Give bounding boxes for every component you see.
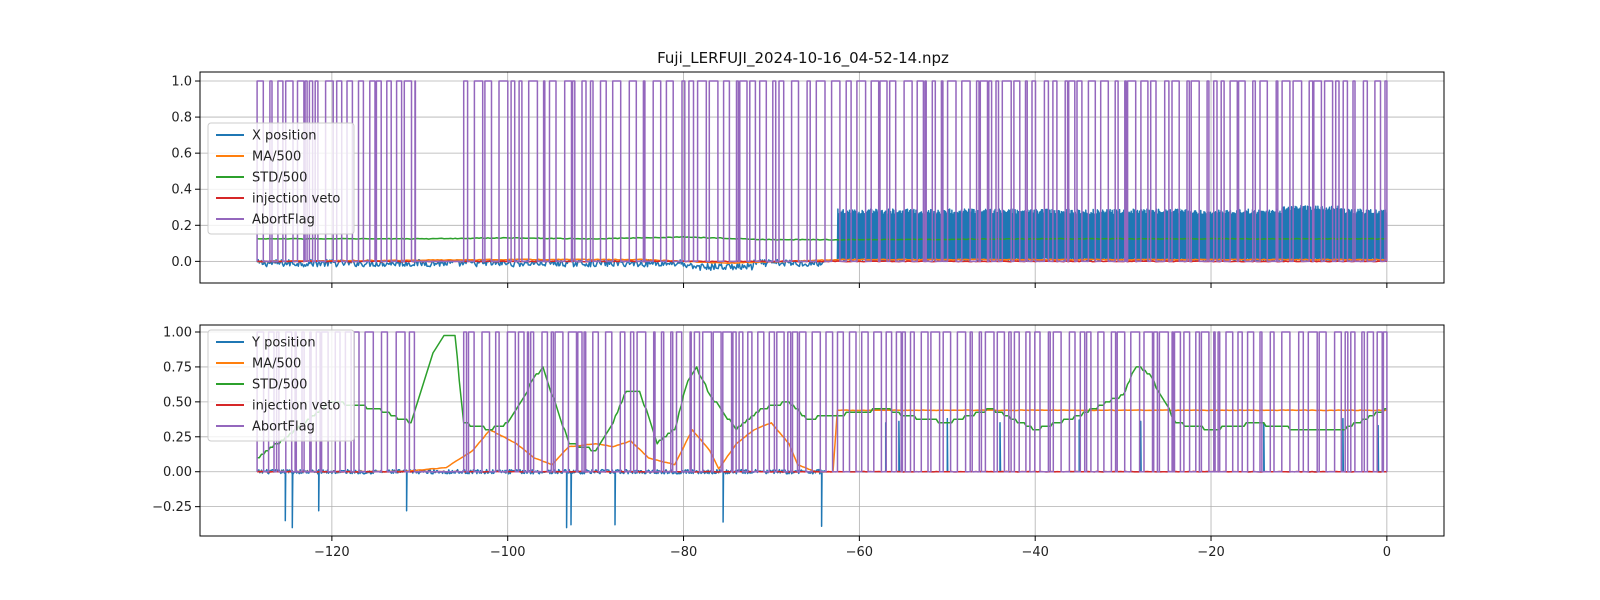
x-tick-label: −20 — [1197, 545, 1224, 560]
x-tick-label: −100 — [490, 545, 526, 560]
x-tick-label: −80 — [670, 545, 697, 560]
y-tick-label: 0.4 — [171, 183, 192, 198]
y-tick-label: 1.00 — [163, 325, 192, 340]
x-tick-label: −120 — [314, 545, 350, 560]
y-tick-label: 0.0 — [171, 255, 192, 270]
x-tick-label: −60 — [846, 545, 873, 560]
axes-frame — [199, 324, 1445, 537]
y-tick-label: 1.0 — [171, 75, 192, 90]
series-abortflag-line — [256, 331, 1388, 473]
y-tick-label: 0.75 — [163, 360, 192, 375]
legend-box — [207, 329, 355, 442]
y-tick-label: 0.00 — [163, 465, 192, 480]
legend: X position MA/500 STD/500 injection veto Abo… — [207, 122, 355, 235]
x-tick-label: 0 — [1383, 545, 1391, 560]
series-std-500-line — [257, 334, 1387, 459]
legend-entry-label: AbortFlag — [252, 420, 315, 435]
plot-area — [256, 331, 1388, 529]
legend-entry-label: STD/500 — [252, 171, 307, 186]
y-tick-label: 0.8 — [171, 111, 192, 126]
chart-title: Fuji_LERFUJI_2024-10-16_04-52-14.npz — [657, 49, 949, 68]
series-abortflag-line — [256, 80, 1388, 263]
y-tick-label: −0.25 — [152, 500, 192, 515]
legend-entry-label: STD/500 — [252, 378, 307, 393]
top-panel-x-position: 0.0 0.2 0.4 0.6 0.8 1.0 X position MA/500 STD/50… — [171, 71, 1445, 288]
axes-frame — [199, 71, 1445, 284]
legend-entry-label: injection veto — [252, 399, 340, 414]
x-tick-label: −40 — [1021, 545, 1048, 560]
bottom-panel-y-position: −120 −100 −80 −60 −40 −20 0 −0.25 0.00 0.25 0.50 0.… — [152, 324, 1445, 560]
y-tick-label: 0.25 — [163, 430, 192, 445]
legend-box — [207, 122, 355, 235]
legend-entry-label: MA/500 — [252, 357, 301, 372]
legend-entry-label: injection veto — [252, 192, 340, 207]
legend-entry-label: Y position — [251, 336, 316, 351]
legend: Y position MA/500 STD/500 injection veto Abo… — [207, 329, 355, 442]
y-tick-label: 0.50 — [163, 395, 192, 410]
legend-entry-label: MA/500 — [252, 150, 301, 165]
plot-area — [256, 80, 1388, 271]
y-tick-label: 0.6 — [171, 147, 192, 162]
legend-entry-label: X position — [252, 129, 317, 144]
y-tick-label: 0.2 — [171, 219, 192, 234]
legend-entry-label: AbortFlag — [252, 213, 315, 228]
